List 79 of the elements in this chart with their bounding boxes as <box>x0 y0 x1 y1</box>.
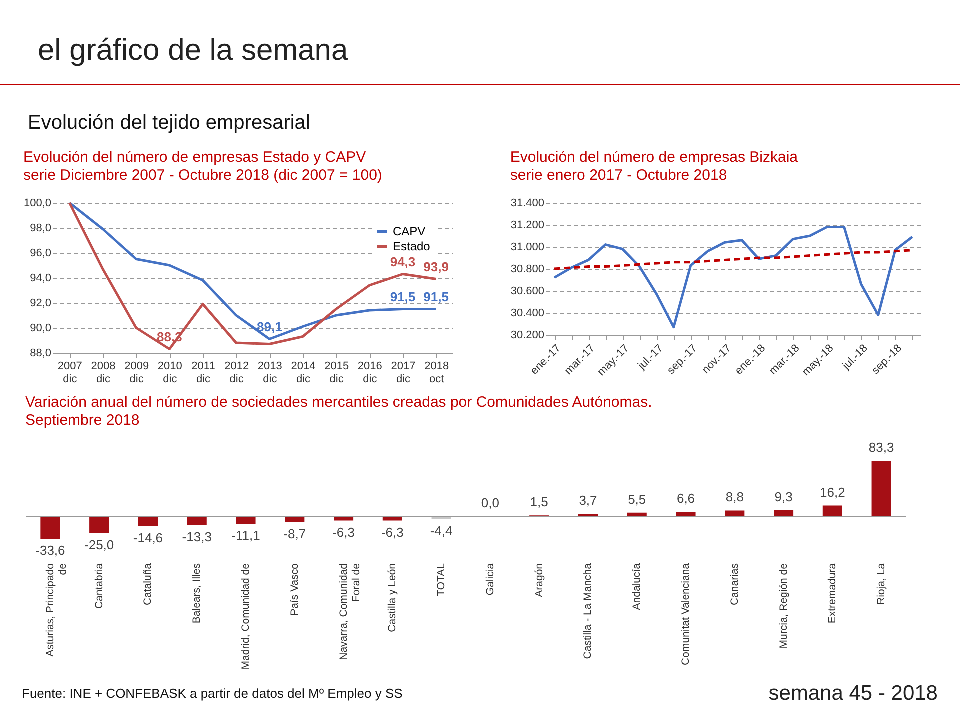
y-tick-label: 31.200 <box>510 220 544 232</box>
data-label: 3,7 <box>579 493 598 508</box>
data-label: -8,7 <box>284 526 306 542</box>
x-tick-label: 2011 dic <box>192 360 216 386</box>
text: semana 45 - 2018 <box>768 682 938 706</box>
x-tick-label: País Vasco <box>288 563 301 616</box>
x-tick-label: Andalucía <box>631 563 644 610</box>
data-label: 91,5 <box>424 289 449 304</box>
y-tick-label: 31.400 <box>510 198 544 210</box>
legend-label: Estado <box>393 240 431 254</box>
data-label: 1,5 <box>530 494 548 510</box>
data-label: -25,0 <box>84 537 114 552</box>
y-tick-label: 30.600 <box>510 286 544 298</box>
x-tick-label: Madrid, Comunidad de <box>240 563 252 670</box>
x-tick-label: 2009 dic <box>124 360 150 386</box>
x-tick-label: Castilla - La Mancha <box>582 563 594 660</box>
x-tick-label: Galicia <box>484 563 496 596</box>
x-tick-label: 2014 dic <box>291 360 316 386</box>
text: Evolución del tejido empresarial <box>28 112 310 135</box>
chart-title: Evolución del número de empresas Bizkaia <box>510 149 799 166</box>
data-label: 89,1 <box>257 319 282 334</box>
x-tick-label: Canarias <box>728 564 741 606</box>
data-label: -4,4 <box>430 524 453 539</box>
y-tick-label: 88,0 <box>30 348 52 360</box>
text: el gráfico de la semana <box>38 34 348 68</box>
y-tick-label: 94,0 <box>30 272 52 284</box>
x-tick-label: 2015 dic <box>324 360 350 386</box>
y-tick-label: 30.800 <box>510 264 544 276</box>
x-tick-label: Rioja, La <box>876 563 888 605</box>
data-label: -13,3 <box>182 529 212 544</box>
chart-subtitle: Septiembre 2018 <box>26 412 140 429</box>
y-tick-label: 30.200 <box>510 330 544 342</box>
chart-subtitle: serie enero 2017 - Octubre 2018 <box>510 167 728 184</box>
y-tick-label: 98,0 <box>30 222 52 234</box>
x-tick-label: 2012 dic <box>224 360 250 386</box>
data-label: 0,0 <box>481 496 500 511</box>
data-label: -6,3 <box>381 524 404 540</box>
y-tick-label: 96,0 <box>30 248 52 260</box>
data-label: 8,8 <box>726 490 744 505</box>
y-tick-label: 92,0 <box>30 298 52 310</box>
legend-label: CAPV <box>393 224 426 238</box>
data-label: 83,3 <box>868 440 894 455</box>
x-tick-label: Murcia, Región de <box>778 563 790 649</box>
x-tick-label: Asturias, Principado de <box>44 563 69 657</box>
y-tick-label: 30.400 <box>510 308 544 320</box>
data-label: 94,3 <box>390 254 416 270</box>
source-note: Fuente: INE + CONFEBASK a partir de datos del Mº Empleo y SS <box>22 686 403 701</box>
data-label: 5,5 <box>628 492 646 507</box>
y-tick-label: 100,0 <box>24 198 52 210</box>
x-tick-label: Extremadura <box>826 563 839 624</box>
x-tick-label: Castilla y León <box>386 563 399 632</box>
x-tick-label: Cantabria <box>93 563 106 610</box>
data-label: 93,9 <box>424 259 449 274</box>
x-tick-label: 2013 dic <box>258 360 282 386</box>
x-tick-label: Aragón <box>533 563 546 598</box>
data-label: -6,3 <box>332 524 355 540</box>
data-label: -14,6 <box>133 530 164 546</box>
data-label: 6,6 <box>676 491 696 506</box>
data-label: -33,6 <box>36 543 66 558</box>
x-tick-label: 2008 dic <box>91 360 116 386</box>
y-tick-label: 31.000 <box>510 242 544 254</box>
data-label: 16,2 <box>820 484 846 500</box>
x-tick-label: 2018 oct <box>424 360 450 386</box>
x-tick-label: 2010 dic <box>158 360 182 386</box>
x-tick-label: 2007 dic <box>58 360 82 386</box>
y-tick-label: 90,0 <box>30 322 52 334</box>
x-tick-label: 2016 dic <box>358 360 382 386</box>
x-tick-label: Comunitat Valenciana <box>680 563 692 666</box>
data-label: -11,1 <box>232 528 260 543</box>
chart-title: Variación anual del número de sociedades mercantiles creadas por Comunidades Autónomas. <box>26 394 652 411</box>
x-tick-label: Navarra, Comunidad Foral de <box>338 563 362 660</box>
data-label: 9,3 <box>774 489 793 504</box>
x-tick-label: Balears, Illes <box>191 564 204 624</box>
chart-title: Evolución del número de empresas Estado y CAPV <box>23 149 366 166</box>
data-label: 91,5 <box>390 289 416 304</box>
x-tick-label: 2017 dic <box>391 360 416 386</box>
chart-subtitle: serie Diciembre 2007 - Octubre 2018 (dic 2007 = 100) <box>23 167 382 184</box>
x-tick-label: Cataluña <box>142 563 154 606</box>
x-tick-label: TOTAL <box>436 563 448 596</box>
